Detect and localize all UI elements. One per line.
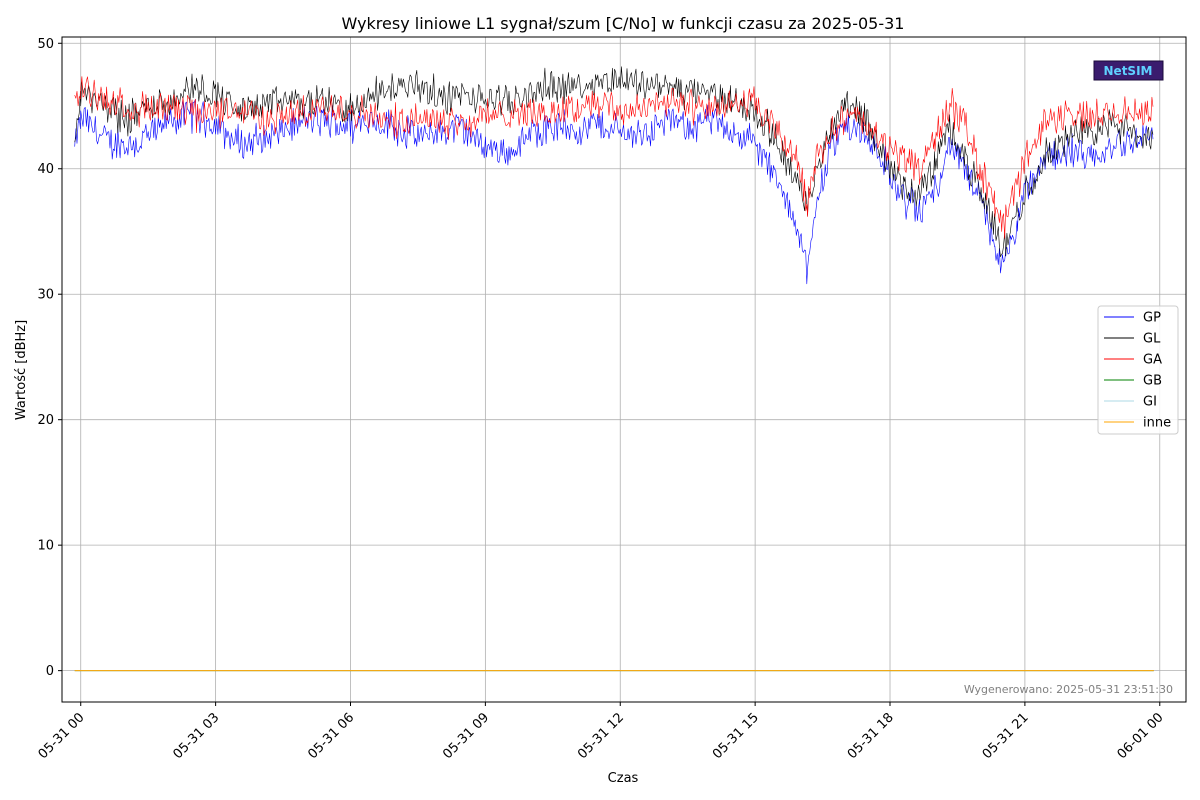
logo-text: NetSIM <box>1104 64 1153 78</box>
y-tick-label: 50 <box>37 37 54 52</box>
generated-note: Wygenerowano: 2025-05-31 23:51:30 <box>964 683 1173 696</box>
chart-title: Wykresy liniowe L1 sygnał/szum [C/No] w … <box>342 14 905 33</box>
legend-label: GP <box>1143 311 1161 326</box>
y-tick-label: 40 <box>37 162 54 177</box>
series-line-ga <box>74 76 1154 239</box>
legend-label: GL <box>1143 332 1161 347</box>
x-axis-label: Czas <box>608 771 639 786</box>
y-axis-label: Wartość [dBHz] <box>14 320 29 420</box>
legend: GP GL GA GB GI inne <box>1097 305 1179 435</box>
legend-label: inne <box>1143 416 1171 431</box>
series-line-gl <box>74 66 1154 257</box>
logo-background <box>1093 60 1164 81</box>
series-layer <box>74 66 1154 672</box>
series-line-gp <box>74 99 1154 285</box>
logo: NetSIM <box>1093 60 1164 81</box>
y-tick-label: 0 <box>46 664 54 679</box>
legend-label: GB <box>1143 374 1162 389</box>
y-tick-label: 10 <box>37 539 54 554</box>
y-tick-label: 30 <box>37 288 54 303</box>
legend-label: GI <box>1143 395 1157 410</box>
legend-label: GA <box>1143 353 1162 368</box>
plot-frame <box>61 36 1187 703</box>
y-tick-label: 20 <box>37 413 54 428</box>
y-axis: 0 10 20 30 40 50 <box>37 37 62 679</box>
